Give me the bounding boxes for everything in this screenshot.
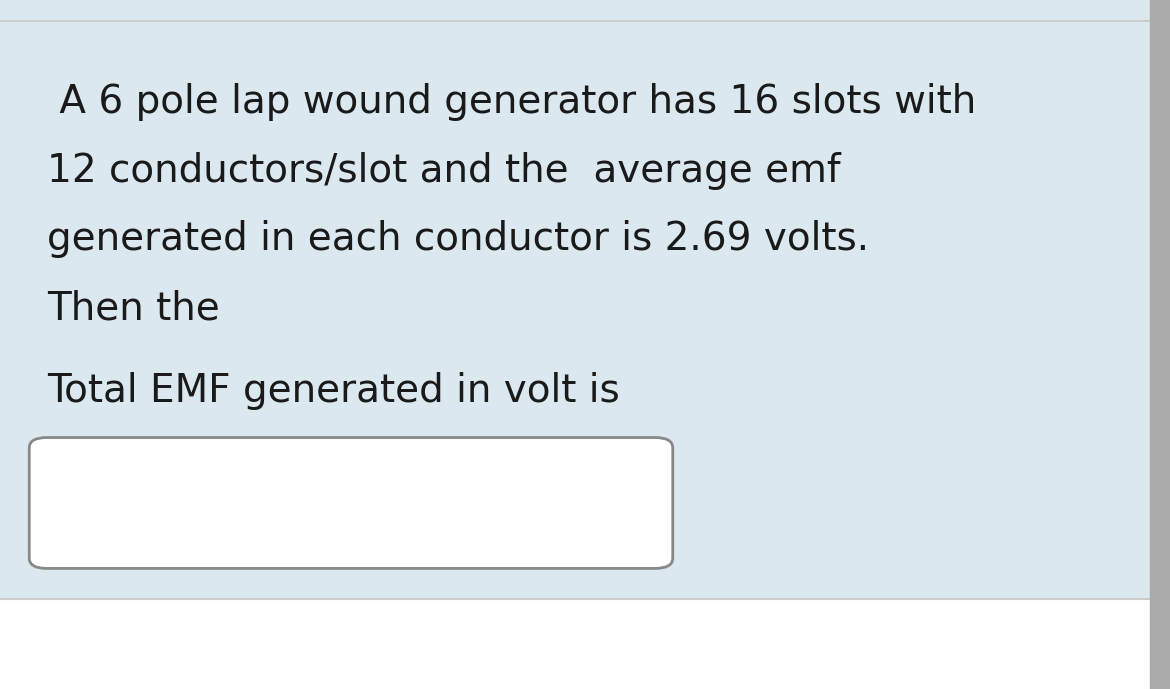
FancyBboxPatch shape	[29, 438, 673, 568]
Text: A 6 pole lap wound generator has 16 slots with: A 6 pole lap wound generator has 16 slot…	[47, 83, 976, 121]
Text: generated in each conductor is 2.69 volts.: generated in each conductor is 2.69 volt…	[47, 220, 869, 258]
Bar	[1150, 0, 1170, 689]
Text: Total EMF generated in volt is: Total EMF generated in volt is	[47, 372, 620, 410]
Text: Then the: Then the	[47, 289, 220, 327]
Bar	[0, 599, 1170, 689]
Text: 12 conductors/slot and the  average emf: 12 conductors/slot and the average emf	[47, 152, 840, 189]
